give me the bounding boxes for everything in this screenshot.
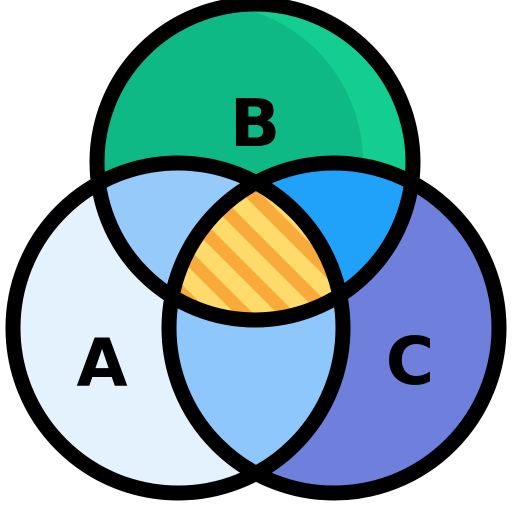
- set-b-outline: [89, 0, 421, 328]
- outlines: [5, 0, 507, 501]
- set-a-label: A: [76, 325, 127, 402]
- set-a-outline: [5, 155, 351, 501]
- set-c-label: C: [386, 323, 434, 400]
- set-b-label: B: [230, 85, 280, 162]
- set-c-outline: [161, 155, 507, 501]
